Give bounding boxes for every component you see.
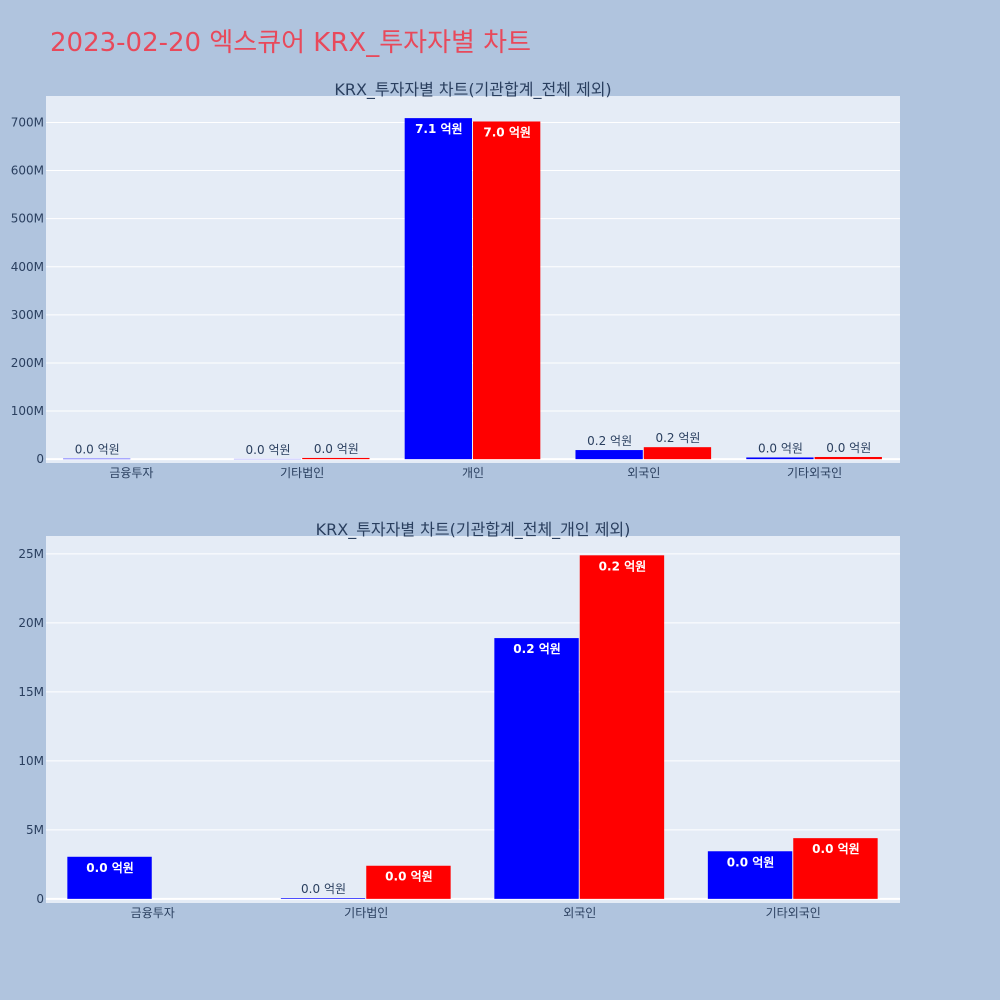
x-tick-label: 외국인 — [627, 466, 660, 480]
bar-b — [643, 447, 712, 460]
bar-b — [473, 121, 541, 460]
y-tick-label: 10M — [18, 754, 44, 768]
chart-title: KRX_투자자별 차트(기관합계_전체_개인 제외) — [316, 520, 631, 540]
y-tick-label: 600M — [11, 164, 44, 178]
bar-data-label: 0.2 억원 — [655, 431, 700, 445]
bar-a — [280, 898, 366, 899]
y-tick-label: 0 — [36, 452, 44, 466]
y-tick-label: 0 — [36, 892, 44, 906]
x-tick-label: 기타외국인 — [787, 466, 842, 480]
bar-a — [746, 457, 814, 460]
bar-b — [814, 456, 882, 460]
bar-data-label: 0.0 억원 — [75, 443, 120, 457]
y-tick-label: 25M — [18, 547, 44, 561]
bar-a — [404, 118, 472, 460]
plot-area — [46, 536, 900, 903]
y-tick-label: 100M — [11, 404, 44, 418]
chart-panel-all: KRX_투자자별 차트(기관합계_전체 제외) 0 100M 200M 300M 400M… — [11, 80, 900, 480]
bar-data-label: 0.0 억원 — [727, 855, 775, 869]
bar-data-label: 0.0 억원 — [385, 870, 433, 884]
bar-data-label: 0.2 억원 — [599, 559, 647, 573]
y-tick-label: 500M — [11, 212, 44, 226]
bar-a — [494, 638, 579, 899]
bar-data-label: 0.0 억원 — [301, 882, 346, 896]
bar-data-label: 7.1 억원 — [415, 122, 463, 136]
bar-b — [366, 865, 451, 899]
x-tick-label: 기타법인 — [280, 466, 324, 480]
bar-b — [793, 838, 878, 899]
y-tick-label: 5M — [26, 823, 44, 837]
page-title: 2023-02-20 엑스큐어 KRX_투자자별 차트 — [50, 28, 532, 58]
bar-a — [707, 851, 793, 899]
y-tick-label: 300M — [11, 308, 44, 322]
y-tick-label: 20M — [18, 616, 44, 630]
bar-data-label: 0.2 억원 — [587, 434, 632, 448]
bar-data-label: 0.0 억원 — [246, 443, 291, 457]
bar-data-label: 0.0 억원 — [826, 441, 871, 455]
x-tick-label: 개인 — [462, 466, 484, 480]
bar-b — [579, 555, 665, 899]
bar-a — [575, 450, 643, 460]
y-tick-label: 400M — [11, 260, 44, 274]
bar-data-label: 0.2 억원 — [513, 642, 561, 656]
chart-title: KRX_투자자별 차트(기관합계_전체 제외) — [334, 80, 611, 100]
bar-data-label: 0.0 억원 — [314, 442, 359, 456]
y-tick-label: 700M — [11, 115, 44, 129]
x-tick-label: 외국인 — [563, 906, 596, 920]
x-tick-label: 금융투자 — [131, 906, 175, 920]
x-tick-label: 금융투자 — [109, 466, 153, 480]
y-tick-label: 15M — [18, 685, 44, 699]
chart-panel-excl-individual: KRX_투자자별 차트(기관합계_전체_개인 제외) 0 5M 10M 15M 20M 25… — [18, 520, 900, 920]
bar-a — [67, 856, 152, 899]
x-tick-label: 기타법인 — [344, 906, 388, 920]
bar-data-label: 0.0 억원 — [812, 842, 860, 856]
bar-data-label: 0.0 억원 — [758, 441, 803, 455]
bar-b — [302, 457, 370, 460]
y-tick-label: 200M — [11, 356, 44, 370]
x-tick-label: 기타외국인 — [766, 906, 821, 920]
bar-data-label: 0.0 억원 — [86, 861, 134, 875]
bar-data-label: 7.0 억원 — [483, 125, 531, 139]
